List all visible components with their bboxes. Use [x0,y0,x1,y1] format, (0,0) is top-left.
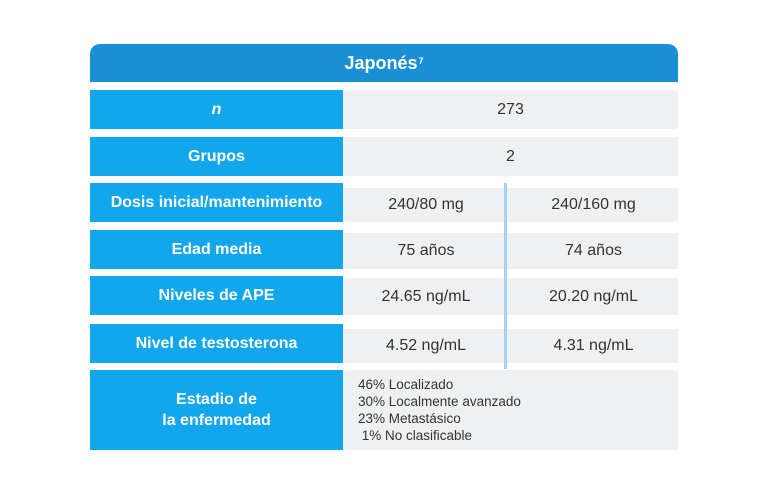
row-value-n: 273 [343,90,678,129]
row-value-dosis-group1: 240/80 mg [343,188,509,222]
row-value-edad-group2: 74 años [509,233,678,269]
row-label-estadio-line1: Estadio de [176,391,257,408]
row-label-estadio-line2: la enfermedad [162,412,271,429]
stage-item: 30% Localmente avanzado [358,394,521,409]
table-row-n: n 273 [90,90,678,129]
column-divider [504,183,507,369]
stage-item: 1% No clasificable [358,428,473,443]
row-value-edad-group1: 75 años [343,233,509,269]
row-value-ape-group1: 24.65 ng/mL [343,278,509,315]
row-label-ape: Niveles de APE [90,276,343,315]
table-row-edad: Edad media 75 años 74 años [90,230,678,269]
table-row-testosterona: Nivel de testosterona 4.52 ng/mL 4.31 ng… [90,324,678,363]
table-row-estadio: Estadio de la enfermedad 46% Localizado … [90,370,678,450]
row-label-estadio: Estadio de la enfermedad [90,370,343,450]
table-row-ape: Niveles de APE 24.65 ng/mL 20.20 ng/mL [90,276,678,315]
table-row-dosis: Dosis inicial/mantenimiento 240/80 mg 24… [90,183,678,222]
header-title: Japonés [344,52,418,73]
row-label-grupos: Grupos [90,137,343,176]
study-table: Japonés 7 n 273 Grupos 2 Dosis inicial/ma… [90,44,678,450]
row-value-estadio: 46% Localizado 30% Localmente avanzado 2… [343,370,678,450]
header-footnote: 7 [418,56,424,66]
table-row-grupos: Grupos 2 [90,137,678,176]
row-label-testosterona: Nivel de testosterona [90,324,343,363]
stage-item: 46% Localizado [358,377,454,392]
row-label-dosis: Dosis inicial/mantenimiento [90,183,343,222]
table-header: Japonés 7 [90,44,678,82]
row-value-grupos: 2 [343,137,678,176]
stage-item: 23% Metastásico [358,411,461,426]
row-label-edad: Edad media [90,230,343,269]
row-value-ape-group2: 20.20 ng/mL [509,278,678,315]
row-value-testosterona-group1: 4.52 ng/mL [343,329,509,363]
row-value-testosterona-group2: 4.31 ng/mL [509,329,678,363]
row-label-n: n [90,90,343,129]
row-value-dosis-group2: 240/160 mg [509,188,678,222]
